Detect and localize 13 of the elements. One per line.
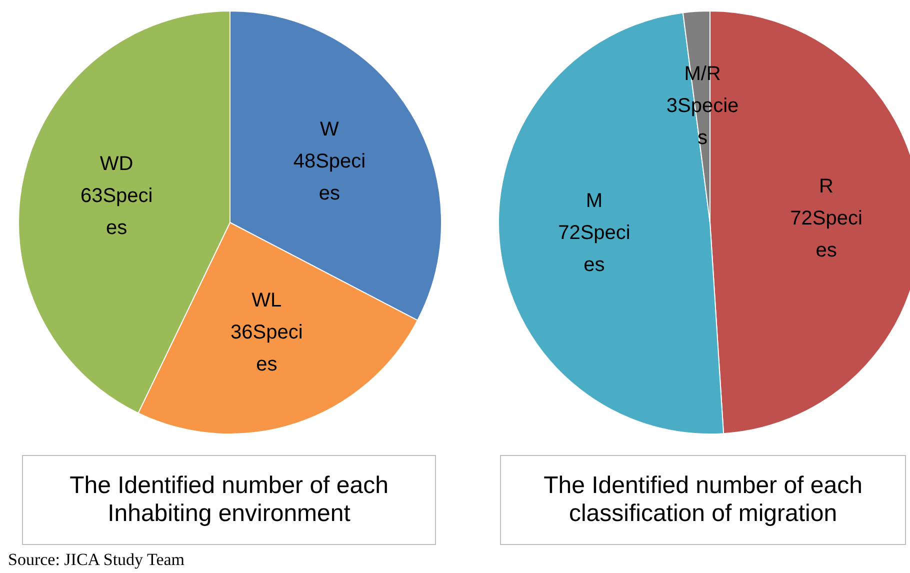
slice-label: M — [586, 190, 603, 212]
data-label: 48Species — [293, 150, 366, 205]
slice-label: WD — [100, 153, 134, 176]
data-label: 36Species — [230, 321, 303, 376]
data-label: 72Species — [558, 222, 630, 276]
data-label: 63Species — [80, 185, 153, 240]
data-label: 72Species — [790, 207, 862, 262]
slice-label: R — [819, 175, 834, 198]
source-note: Source: JICA Study Team — [8, 550, 185, 570]
slice-label: WL — [252, 289, 282, 312]
slice-label: W — [320, 118, 340, 141]
text: The Identified number of each Inhabiting environment — [22, 455, 436, 545]
text: The Identified number of each classification of migration — [500, 455, 906, 545]
